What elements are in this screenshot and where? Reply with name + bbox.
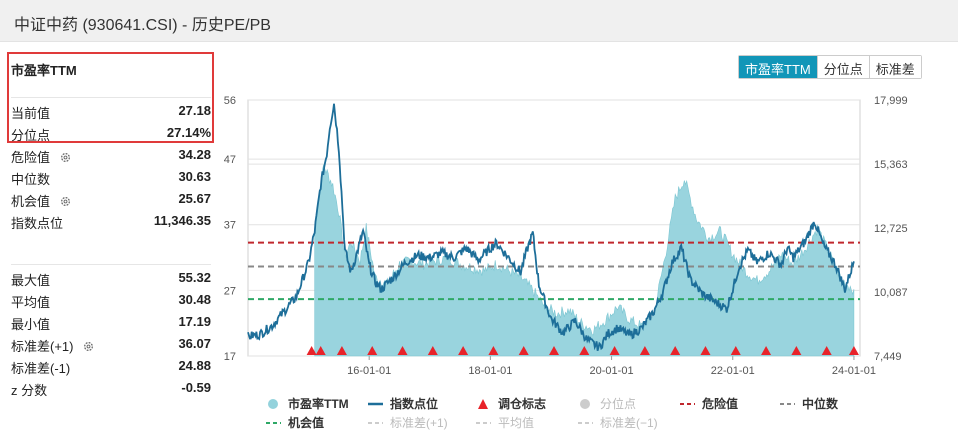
stat-label: 分位点 <box>11 128 51 143</box>
stat-value: 17.19 <box>178 314 211 329</box>
stat-min: 最小值 17.19 <box>11 312 211 332</box>
page-title: 中证中药 (930641.CSI) - 历史PE/PB <box>14 17 271 34</box>
stat-median: 中位数 30.63 <box>11 167 211 187</box>
stat-value: 34.28 <box>178 147 211 162</box>
legend-label: 中位数 <box>802 396 839 411</box>
rebalance-marker <box>848 346 859 355</box>
y-right-tick-label: 17,999 <box>874 95 908 107</box>
stat-value: 24.88 <box>178 358 211 373</box>
rebalance-marker <box>609 346 620 355</box>
rebalance-marker <box>397 346 408 355</box>
gear-icon[interactable] <box>60 196 71 207</box>
rebalance-marker <box>730 346 741 355</box>
stat-value: -0.59 <box>181 380 211 395</box>
divider <box>11 264 211 265</box>
highlight-box <box>7 52 214 143</box>
tab-std-dev[interactable]: 标准差 <box>868 56 921 78</box>
stat-value: 11,346.35 <box>153 213 211 228</box>
legend-label: 危险值 <box>701 396 738 411</box>
stat-index: 指数点位 11,346.35 <box>11 211 211 231</box>
stat-value: 36.07 <box>178 336 211 351</box>
stat-zscore: z 分数 -0.59 <box>11 378 211 398</box>
y-left-tick-label: 56 <box>224 95 236 107</box>
stat-std-minus: 标准差(-1) 24.88 <box>11 356 211 376</box>
stat-max: 最大值 55.32 <box>11 268 211 288</box>
stat-value: 25.67 <box>178 191 211 206</box>
legend-label: 市盈率TTM <box>288 396 349 411</box>
gear-icon[interactable] <box>60 152 71 163</box>
rebalance-marker <box>336 346 347 355</box>
stat-current: 当前值 27.18 <box>11 101 211 121</box>
legend-label: 标准差(−1) <box>600 416 658 430</box>
y-left-tick-label: 27 <box>224 285 236 297</box>
tab-pe-ttm[interactable]: 市盈率TTM <box>739 56 817 78</box>
legend-label: 调仓标志 <box>498 396 546 411</box>
stat-label: 标准差(-1) <box>11 361 71 376</box>
y-right-tick-label: 12,725 <box>874 223 908 235</box>
rebalance-marker <box>488 346 499 355</box>
index-line-series <box>247 103 855 352</box>
stat-value: 30.63 <box>178 169 211 184</box>
rebalance-marker <box>579 346 590 355</box>
x-tick-label: 24-01-01 <box>832 365 876 377</box>
stat-label: 指数点位 <box>11 216 64 231</box>
stat-value: 55.32 <box>178 270 211 285</box>
metric-title: 市盈率TTM <box>11 63 77 78</box>
legend-label: 指数点位 <box>390 396 438 411</box>
rebalance-marker <box>639 346 650 355</box>
x-tick-label: 18-01-01 <box>468 365 512 377</box>
rebalance-marker <box>315 346 326 355</box>
y-left-tick-label: 17 <box>224 351 236 363</box>
stat-label: 平均值 <box>11 295 51 310</box>
stat-label: 标准差(+1) <box>11 339 74 354</box>
legend-label: 机会值 <box>288 415 324 430</box>
x-tick-label: 20-01-01 <box>590 365 634 377</box>
stat-chance: 机会值 25.67 <box>11 189 211 209</box>
rebalance-marker <box>549 346 559 355</box>
legend-marker <box>268 399 278 409</box>
stat-label: 危险值 <box>11 150 51 165</box>
stat-label: 中位数 <box>11 172 51 187</box>
y-right-tick-label: 15,363 <box>874 159 908 171</box>
rebalance-marker <box>427 346 438 355</box>
rebalance-marker <box>367 346 378 355</box>
legend-marker <box>478 399 488 409</box>
stat-label: 当前值 <box>11 106 51 121</box>
gear-icon[interactable] <box>83 341 94 352</box>
legend-label: 分位点 <box>600 396 636 411</box>
y-right-tick-label: 10,087 <box>874 287 908 299</box>
stat-label: 机会值 <box>11 194 51 209</box>
stat-label: 最大值 <box>11 273 51 288</box>
x-tick-label: 16-01-01 <box>347 365 391 377</box>
y-left-tick-label: 47 <box>224 154 236 166</box>
divider <box>11 97 211 98</box>
rebalance-marker <box>761 346 772 355</box>
stat-average: 平均值 30.48 <box>11 290 211 310</box>
rebalance-marker <box>670 346 681 355</box>
legend-label: 标准差(+1) <box>390 416 448 430</box>
stat-value: 27.18 <box>178 103 211 118</box>
legend-label: 平均值 <box>498 415 534 430</box>
rebalance-marker <box>306 346 317 355</box>
rebalance-marker <box>821 346 832 355</box>
stat-value: 30.48 <box>178 292 211 307</box>
stat-value: 27.14% <box>166 125 211 140</box>
y-left-tick-label: 37 <box>224 220 236 232</box>
stat-label: 最小值 <box>11 317 51 332</box>
stat-std-plus: 标准差(+1) 36.07 <box>11 334 211 354</box>
legend-marker <box>580 399 590 409</box>
x-tick-label: 22-01-01 <box>711 365 755 377</box>
rebalance-marker <box>700 346 711 355</box>
stat-percentile: 分位点 27.14% <box>11 123 211 143</box>
rebalance-marker <box>458 346 469 355</box>
rebalance-marker <box>791 346 802 355</box>
title-bar: 中证中药 (930641.CSI) - 历史PE/PB <box>0 0 958 42</box>
stat-label: z 分数 <box>11 383 48 398</box>
stat-danger: 危险值 34.28 <box>11 145 211 165</box>
rebalance-marker <box>518 346 529 355</box>
metric-tabs: 市盈率TTM 分位点 标准差 <box>738 55 922 79</box>
tab-percentile[interactable]: 分位点 <box>816 56 869 78</box>
y-right-tick-label: 7,449 <box>874 351 902 363</box>
